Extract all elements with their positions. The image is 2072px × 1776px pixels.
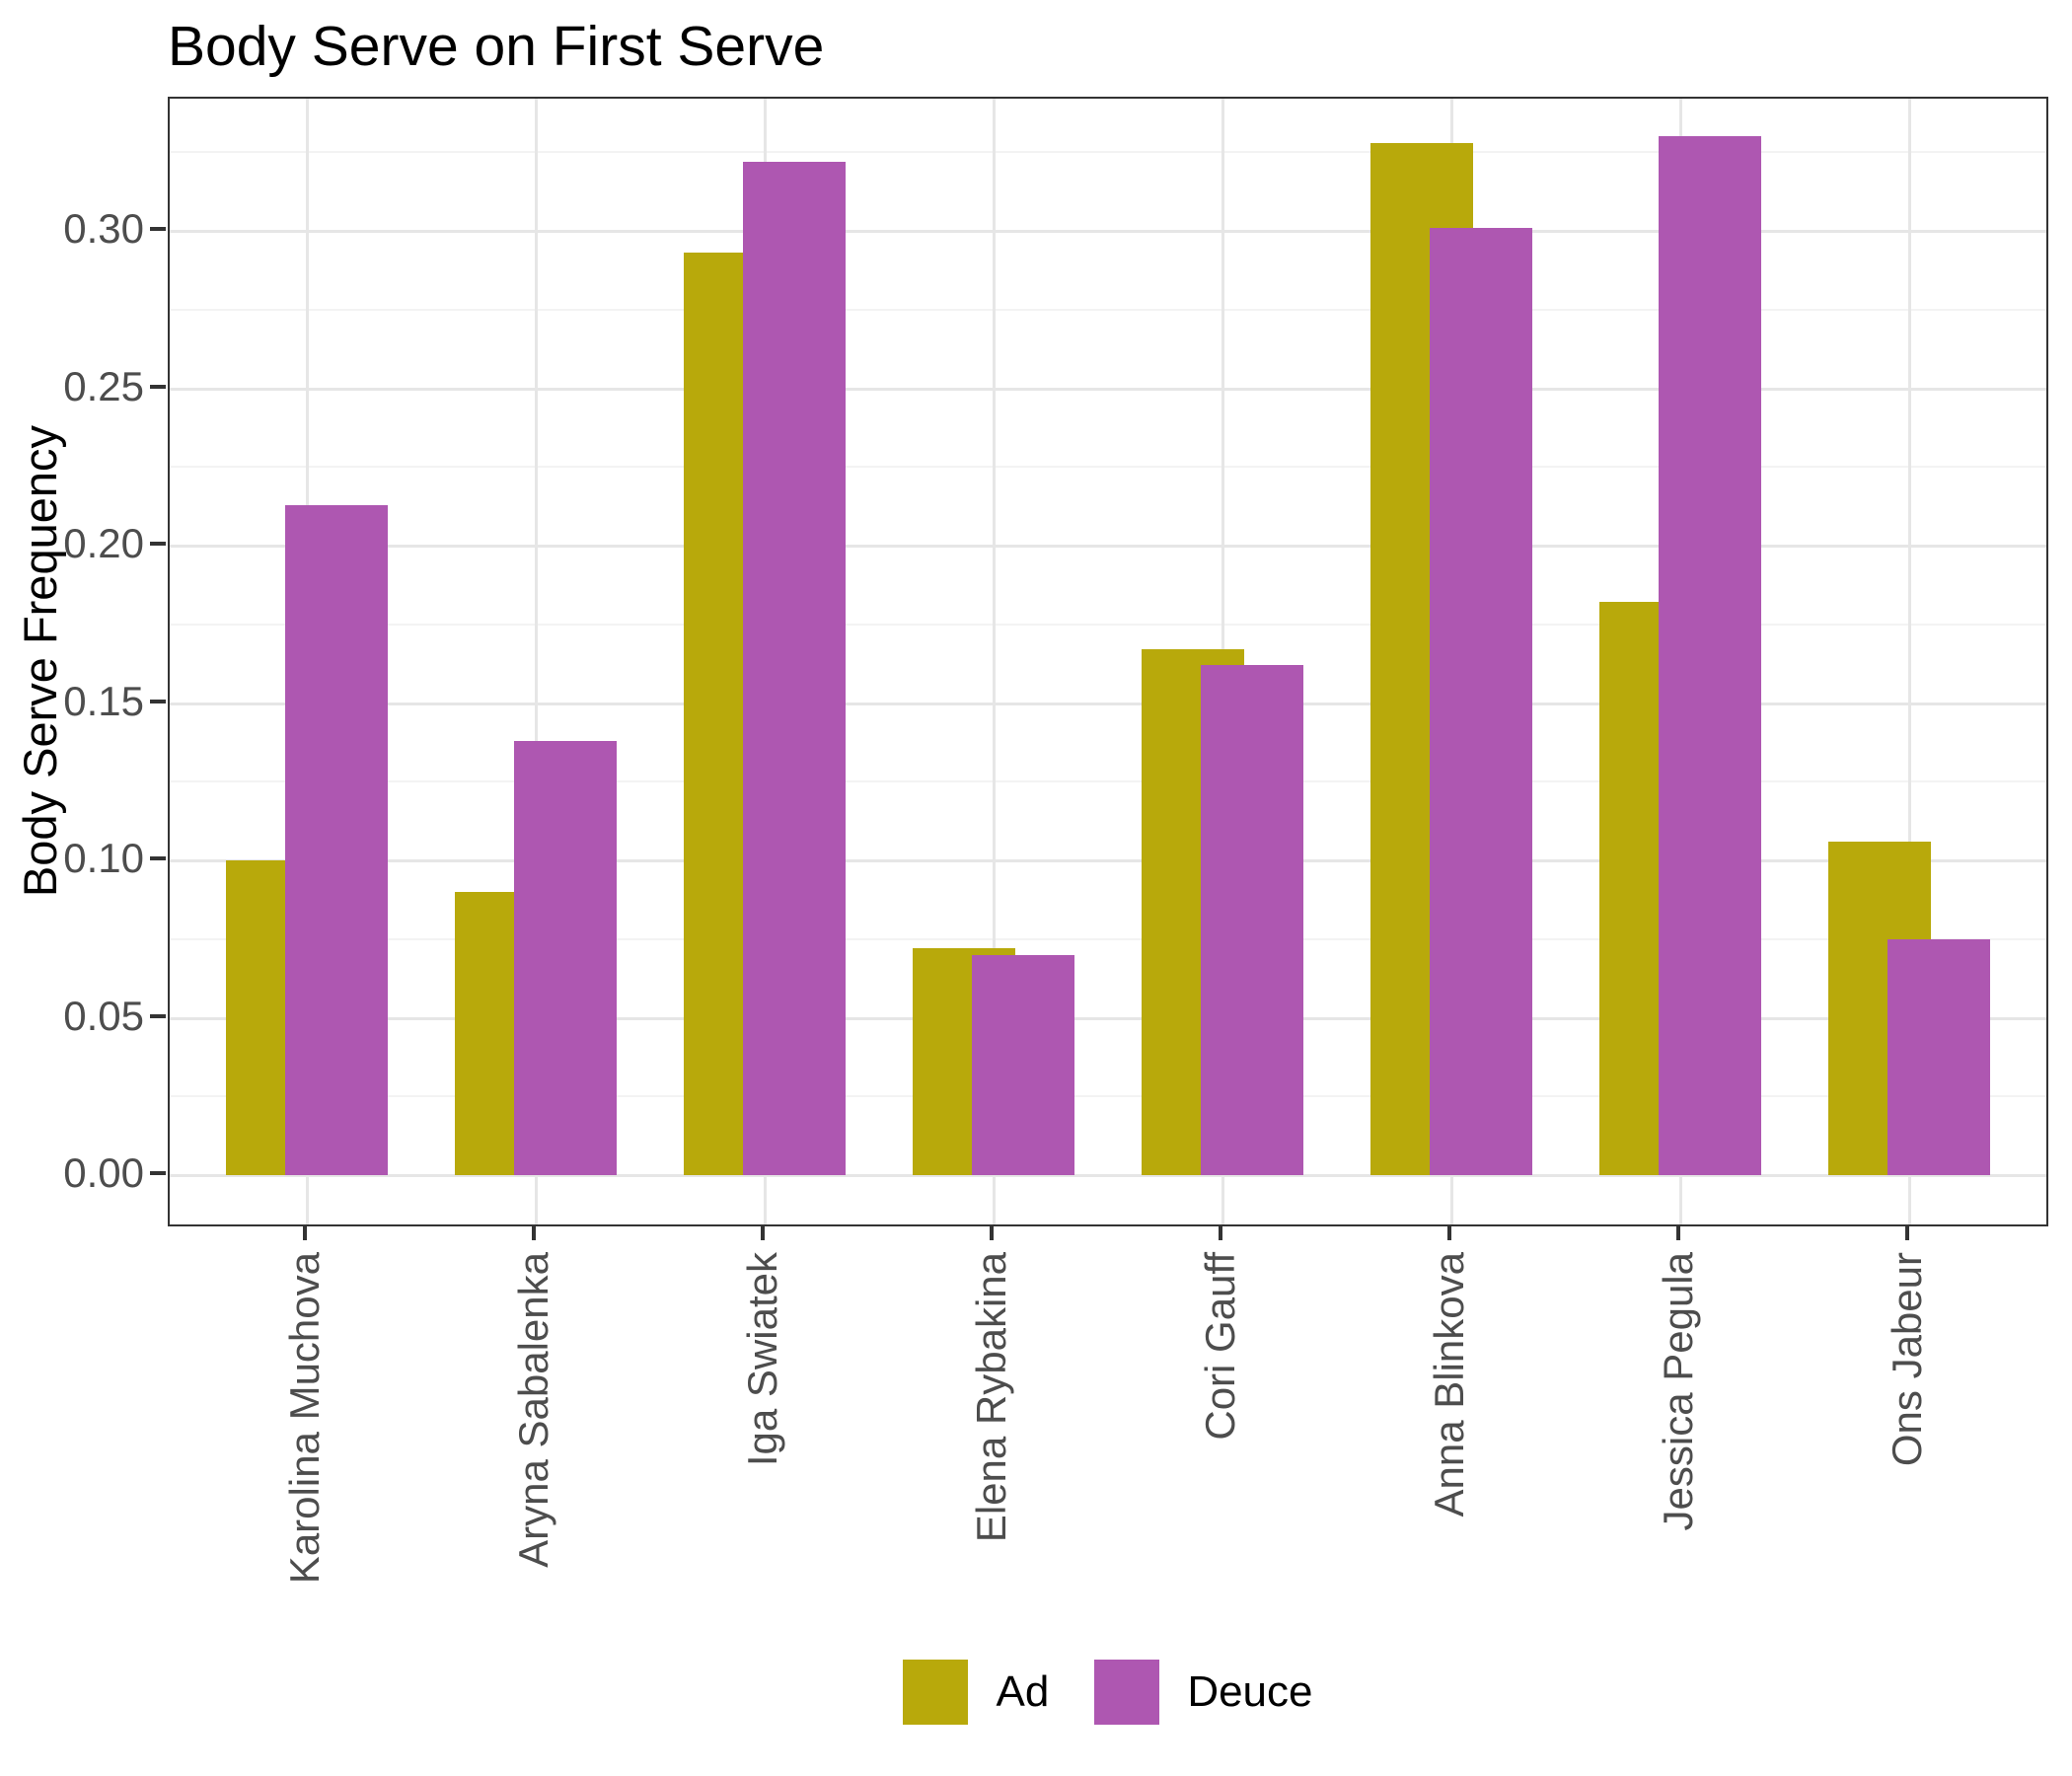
gridline-minor xyxy=(170,466,2046,468)
legend-item-deuce: Deuce xyxy=(1094,1660,1313,1725)
y-tick xyxy=(150,542,166,546)
x-category-label: Iga Swiatek xyxy=(739,1252,785,1467)
x-category-label-cell: Elena Rybakina xyxy=(868,1252,1115,1597)
legend-key-ad xyxy=(903,1660,969,1725)
chart-title: Body Serve on First Serve xyxy=(168,15,825,78)
y-axis-title-box: Body Serve Frequency xyxy=(8,97,71,1226)
gridline-minor xyxy=(170,1095,2046,1097)
y-tick xyxy=(150,856,166,860)
x-category-label: Cori Gauff xyxy=(1197,1252,1243,1441)
x-category-label: Jessica Pegula xyxy=(1655,1252,1701,1531)
x-category-label-cell: Aryna Sabalenka xyxy=(410,1252,657,1597)
bar-deuce xyxy=(743,162,846,1175)
x-tick xyxy=(990,1224,994,1240)
legend-label-ad: Ad xyxy=(996,1667,1050,1716)
x-tick xyxy=(1447,1224,1451,1240)
gridline-major xyxy=(170,230,2046,233)
x-tick xyxy=(761,1224,765,1240)
x-category-label: Karolina Muchova xyxy=(281,1252,328,1585)
bar-deuce xyxy=(1659,136,1761,1175)
x-category-label: Anna Blinkova xyxy=(1426,1252,1472,1517)
bar-deuce xyxy=(1887,939,1990,1175)
legend: Ad Deuce xyxy=(168,1648,2048,1737)
bar-deuce xyxy=(514,741,617,1175)
gridline-vertical xyxy=(1908,99,1911,1224)
y-tick-label: 0.20 xyxy=(63,520,144,566)
y-tick xyxy=(150,700,166,703)
bar-deuce xyxy=(285,505,388,1175)
gridline-major xyxy=(170,1017,2046,1020)
y-tick xyxy=(150,1014,166,1018)
gridline-minor xyxy=(170,780,2046,782)
gridline-major xyxy=(170,703,2046,705)
y-tick xyxy=(150,227,166,231)
y-axis-title: Body Serve Frequency xyxy=(13,425,66,898)
x-category-label-cell: Cori Gauff xyxy=(1097,1252,1344,1597)
x-category-label-cell: Ons Jabeur xyxy=(1784,1252,2031,1597)
y-tick-label: 0.30 xyxy=(63,205,144,252)
x-tick xyxy=(1905,1224,1909,1240)
y-tick-label: 0.00 xyxy=(63,1149,144,1196)
plot-panel xyxy=(168,97,2048,1226)
x-category-label: Ons Jabeur xyxy=(1884,1252,1930,1467)
x-tick xyxy=(1219,1224,1222,1240)
x-category-label-cell: Anna Blinkova xyxy=(1326,1252,1573,1597)
gridline-minor xyxy=(170,624,2046,626)
x-tick xyxy=(532,1224,536,1240)
y-tick-label: 0.05 xyxy=(63,993,144,1039)
gridline-vertical xyxy=(993,99,996,1224)
x-category-label-cell: Iga Swiatek xyxy=(639,1252,886,1597)
gridline-major xyxy=(170,1174,2046,1177)
x-category-label-cell: Jessica Pegula xyxy=(1555,1252,1802,1597)
x-category-label: Aryna Sabalenka xyxy=(510,1252,556,1568)
y-tick xyxy=(150,1171,166,1175)
bar-deuce xyxy=(1430,228,1532,1175)
y-tick-label: 0.25 xyxy=(63,363,144,409)
gridline-vertical xyxy=(535,99,538,1224)
y-tick-label: 0.15 xyxy=(63,678,144,724)
bar-deuce xyxy=(1201,665,1303,1175)
y-tick-label: 0.10 xyxy=(63,835,144,881)
x-category-label-cell: Karolina Muchova xyxy=(182,1252,428,1597)
gridline-major xyxy=(170,388,2046,391)
gridline-minor xyxy=(170,151,2046,153)
gridline-minor xyxy=(170,938,2046,940)
x-tick xyxy=(303,1224,307,1240)
gridline-minor xyxy=(170,309,2046,311)
gridline-major xyxy=(170,859,2046,862)
legend-key-deuce xyxy=(1094,1660,1160,1725)
legend-label-deuce: Deuce xyxy=(1187,1667,1313,1716)
x-category-label: Elena Rybakina xyxy=(968,1252,1014,1543)
bar-deuce xyxy=(972,955,1074,1175)
y-tick xyxy=(150,385,166,389)
legend-item-ad: Ad xyxy=(903,1660,1049,1725)
x-tick xyxy=(1676,1224,1680,1240)
gridline-major xyxy=(170,545,2046,548)
